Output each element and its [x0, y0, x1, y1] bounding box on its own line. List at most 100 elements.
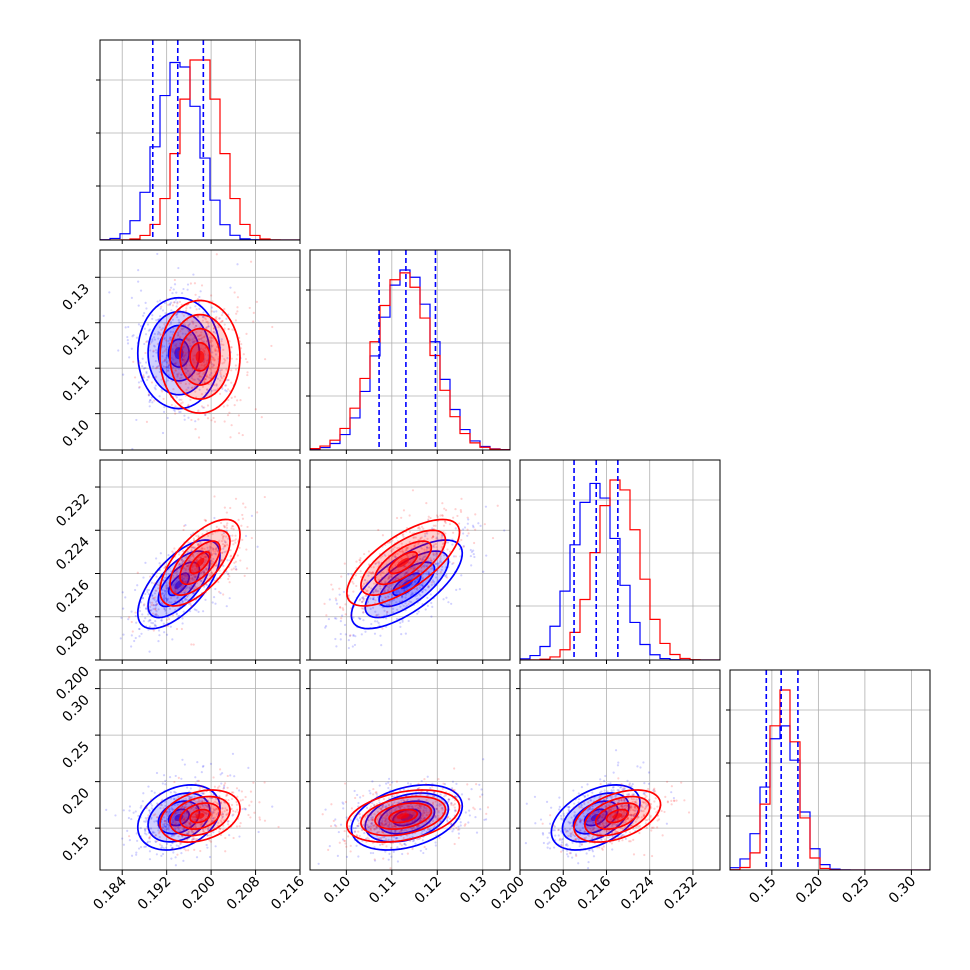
- scatter-point: [445, 573, 448, 576]
- scatter-point: [381, 836, 384, 839]
- scatter-point: [423, 845, 426, 849]
- scatter-point: [175, 821, 178, 824]
- scatter-point: [188, 347, 191, 350]
- scatter-point: [194, 826, 197, 829]
- scatter-point: [485, 812, 488, 815]
- scatter-point: [412, 812, 415, 815]
- scatter-point: [383, 586, 387, 589]
- scatter-point: [567, 808, 570, 811]
- scatter-point: [121, 591, 124, 594]
- scatter-point: [226, 559, 229, 562]
- scatter-point: [225, 570, 228, 573]
- scatter-point: [178, 321, 182, 324]
- scatter-point: [212, 596, 216, 599]
- scatter-point: [177, 844, 180, 848]
- scatter-point: [178, 410, 181, 414]
- scatter-point: [149, 605, 152, 608]
- scatter-point: [205, 375, 208, 378]
- scatter-point: [175, 570, 178, 573]
- scatter-point: [401, 620, 404, 623]
- scatter-point: [128, 356, 131, 359]
- scatter-point: [190, 577, 193, 580]
- scatter-point: [428, 828, 431, 832]
- scatter-point: [218, 830, 221, 833]
- scatter-point: [360, 828, 364, 832]
- scatter-point: [173, 409, 176, 413]
- scatter-point: [156, 365, 159, 368]
- scatter-point: [377, 560, 381, 564]
- scatter-point: [137, 269, 140, 272]
- scatter-point: [419, 849, 422, 852]
- scatter-point: [186, 574, 189, 577]
- scatter-point: [157, 608, 160, 611]
- scatter-point: [212, 817, 215, 820]
- scatter-point: [154, 840, 157, 843]
- scatter-point: [356, 813, 359, 816]
- scatter-point: [181, 827, 184, 830]
- scatter-point: [173, 278, 176, 282]
- scatter-panel-4-2: [310, 670, 510, 870]
- scatter-point: [403, 842, 406, 846]
- scatter-point: [149, 575, 152, 578]
- scatter-point: [187, 825, 191, 828]
- scatter-point: [221, 362, 224, 365]
- scatter-point: [421, 590, 424, 594]
- scatter-point: [350, 807, 353, 810]
- scatter-point: [338, 587, 341, 590]
- scatter-point: [350, 614, 353, 617]
- scatter-point: [201, 316, 205, 319]
- scatter-point: [152, 349, 155, 353]
- scatter-point: [229, 506, 232, 510]
- scatter-point: [435, 514, 439, 517]
- scatter-point: [179, 381, 182, 385]
- scatter-point: [371, 818, 375, 822]
- scatter-point: [171, 821, 175, 824]
- scatter-point: [188, 821, 191, 825]
- scatter-point: [400, 819, 403, 822]
- scatter-point: [224, 540, 227, 544]
- scatter-point: [387, 826, 390, 829]
- scatter-point: [184, 574, 187, 577]
- scatter-point: [203, 518, 206, 521]
- scatter-point: [172, 408, 175, 411]
- scatter-point: [418, 578, 421, 582]
- scatter-point: [148, 809, 151, 812]
- scatter-point: [225, 511, 228, 514]
- scatter-point: [181, 350, 184, 353]
- scatter-point: [379, 556, 382, 559]
- scatter-point: [186, 576, 189, 580]
- scatter-point: [444, 553, 447, 556]
- scatter-point: [226, 786, 229, 789]
- scatter-point: [166, 298, 169, 301]
- scatter-point: [216, 550, 219, 553]
- scatter-point: [459, 555, 462, 558]
- scatter-point: [255, 300, 258, 303]
- scatter-point: [196, 792, 200, 795]
- scatter-point: [180, 590, 183, 593]
- scatter-point: [222, 545, 226, 548]
- scatter-point: [145, 307, 148, 310]
- scatter-point: [176, 595, 179, 599]
- scatter-point: [418, 804, 421, 807]
- scatter-point: [204, 811, 207, 814]
- scatter-point: [412, 565, 415, 568]
- histogram-panel-3: [520, 460, 720, 660]
- scatter-point: [128, 805, 132, 808]
- scatter-point: [439, 555, 442, 558]
- scatter-point: [376, 620, 379, 623]
- scatter-point: [373, 828, 376, 831]
- scatter-point: [458, 548, 462, 551]
- scatter-point: [181, 312, 184, 315]
- scatter-point: [232, 791, 235, 794]
- scatter-point: [137, 814, 140, 818]
- scatter-point: [525, 802, 528, 805]
- scatter-point: [165, 356, 168, 359]
- scatter-point: [102, 314, 105, 318]
- scatter-point: [164, 608, 167, 611]
- scatter-point: [226, 823, 230, 826]
- scatter-point: [348, 634, 352, 637]
- scatter-point: [167, 303, 170, 306]
- scatter-point: [431, 785, 434, 788]
- scatter-point: [164, 804, 167, 808]
- scatter-point: [479, 808, 482, 811]
